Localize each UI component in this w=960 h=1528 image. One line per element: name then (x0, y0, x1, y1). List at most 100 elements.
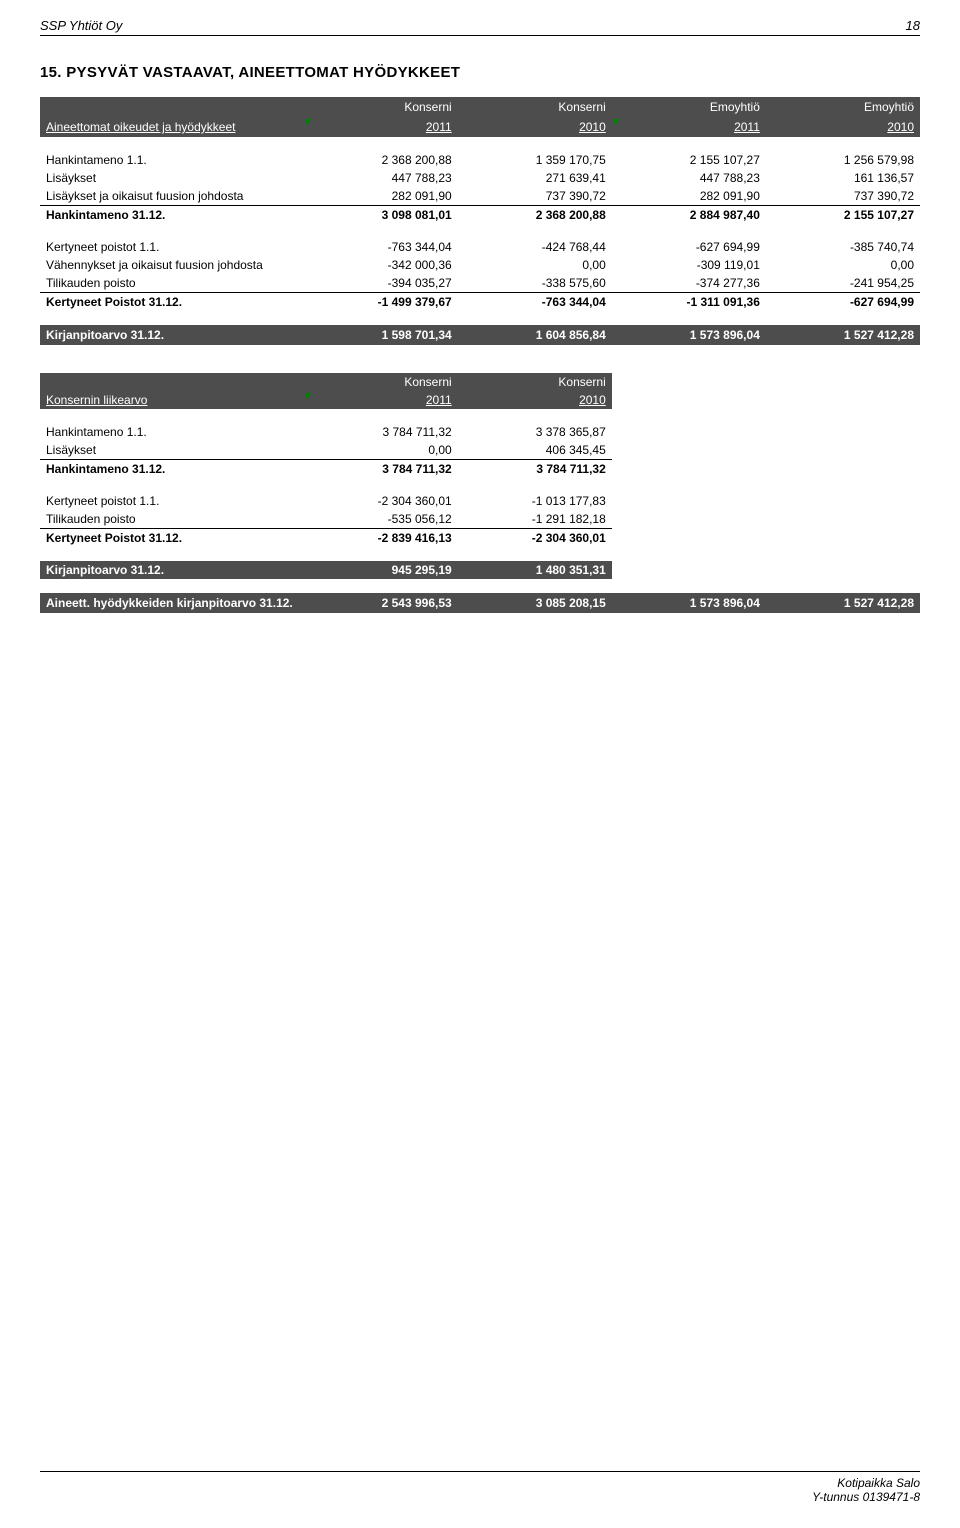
cell: -2 304 360,01 (458, 529, 612, 548)
row-label: Kirjanpitoarvo 31.12. (40, 561, 304, 579)
cell: 737 390,72 (458, 187, 612, 206)
cell: -627 694,99 (612, 238, 766, 256)
grand-total-row: Aineett. hyödykkeiden kirjanpitoarvo 31.… (40, 593, 920, 613)
cell: -627 694,99 (766, 293, 920, 312)
cell: 271 639,41 (458, 169, 612, 187)
row-label: Tilikauden poisto (40, 510, 304, 529)
total-row: Kirjanpitoarvo 31.12. 1 598 701,34 1 604… (40, 325, 920, 345)
row-label: Kirjanpitoarvo 31.12. (40, 325, 304, 345)
cell: 1 359 170,75 (458, 151, 612, 169)
row-label: Lisäykset (40, 169, 304, 187)
header-rule (40, 35, 920, 36)
cell: 2 368 200,88 (304, 151, 458, 169)
cell: 3 784 711,32 (458, 460, 612, 479)
cell: 3 784 711,32 (304, 423, 458, 441)
cell: -424 768,44 (458, 238, 612, 256)
cell: -394 035,27 (304, 274, 458, 293)
cell: 1 573 896,04 (612, 325, 766, 345)
cell: 2 155 107,27 (766, 206, 920, 225)
table-goodwill: Konserni Konserni Konsernin liikearvo 20… (40, 373, 920, 613)
cell: -241 954,25 (766, 274, 920, 293)
col-header: Emoyhtiö (612, 97, 766, 117)
row-label: Hankintameno 31.12. (40, 206, 304, 225)
col-header: Konserni (304, 373, 458, 391)
row-label: Kertyneet Poistot 31.12. (40, 293, 304, 312)
cell: 0,00 (458, 256, 612, 274)
page-number: 18 (906, 18, 920, 33)
cell: 1 573 896,04 (612, 593, 766, 613)
cell: -338 575,60 (458, 274, 612, 293)
table2-header-row1: Konserni Konserni (40, 373, 920, 391)
year-cell: 2010 (766, 117, 920, 137)
cell: -1 499 379,67 (304, 293, 458, 312)
cell: -342 000,36 (304, 256, 458, 274)
cell: -535 056,12 (304, 510, 458, 529)
row-label: Hankintameno 1.1. (40, 423, 304, 441)
table-row: Lisäykset ja oikaisut fuusion johdosta 2… (40, 187, 920, 206)
table1-header-row2: Aineettomat oikeudet ja hyödykkeet 2011 … (40, 117, 920, 137)
cell: 1 598 701,34 (304, 325, 458, 345)
footer-line1: Kotipaikka Salo (40, 1476, 920, 1490)
table1-header-row1: Konserni Konserni Emoyhtiö Emoyhtiö (40, 97, 920, 117)
cell: 1 527 412,28 (766, 325, 920, 345)
cell: 2 368 200,88 (458, 206, 612, 225)
cell: 2 884 987,40 (612, 206, 766, 225)
cell: 2 543 996,53 (304, 593, 458, 613)
total-row: Kirjanpitoarvo 31.12. 945 295,19 1 480 3… (40, 561, 920, 579)
section-title: 15. PYSYVÄT VASTAAVAT, AINEETTOMAT HYÖDY… (40, 64, 920, 81)
cell: 1 604 856,84 (458, 325, 612, 345)
row-label: Kertyneet poistot 1.1. (40, 238, 304, 256)
table1-title: Aineettomat oikeudet ja hyödykkeet (40, 117, 304, 137)
table-row: Tilikauden poisto -394 035,27 -338 575,6… (40, 274, 920, 293)
cell: 161 136,57 (766, 169, 920, 187)
cell: 1 256 579,98 (766, 151, 920, 169)
table-row: Tilikauden poisto -535 056,12 -1 291 182… (40, 510, 920, 529)
cell: 2 155 107,27 (612, 151, 766, 169)
year-cell: 2010 (458, 117, 612, 137)
row-label: Lisäykset ja oikaisut fuusion johdosta (40, 187, 304, 206)
cell: 406 345,45 (458, 441, 612, 460)
col-header: Konserni (458, 97, 612, 117)
table-row: Kertyneet poistot 1.1. -763 344,04 -424 … (40, 238, 920, 256)
table2-header-row2: Konsernin liikearvo 2011 2010 (40, 391, 920, 409)
table-row: Vähennykset ja oikaisut fuusion johdosta… (40, 256, 920, 274)
subtotal-row: Kertyneet Poistot 31.12. -2 839 416,13 -… (40, 529, 920, 548)
cell: 1 527 412,28 (766, 593, 920, 613)
table-row: Kertyneet poistot 1.1. -2 304 360,01 -1 … (40, 492, 920, 510)
year-cell: 2011 (612, 117, 766, 137)
table-intangible-rights: Konserni Konserni Emoyhtiö Emoyhtiö Aine… (40, 97, 920, 345)
col-header: Emoyhtiö (766, 97, 920, 117)
cell: -1 291 182,18 (458, 510, 612, 529)
row-label: Hankintameno 31.12. (40, 460, 304, 479)
cell: 1 480 351,31 (458, 561, 612, 579)
cell: -309 119,01 (612, 256, 766, 274)
cell: -1 013 177,83 (458, 492, 612, 510)
row-label: Lisäykset (40, 441, 304, 460)
cell: 945 295,19 (304, 561, 458, 579)
cell: -763 344,04 (304, 238, 458, 256)
footer-line2: Y-tunnus 0139471-8 (40, 1490, 920, 1504)
company-name: SSP Yhtiöt Oy (40, 18, 122, 33)
row-label: Aineett. hyödykkeiden kirjanpitoarvo 31.… (40, 593, 304, 613)
cell: -2 839 416,13 (304, 529, 458, 548)
subtotal-row: Hankintameno 31.12. 3 784 711,32 3 784 7… (40, 460, 920, 479)
table-row: Lisäykset 0,00 406 345,45 (40, 441, 920, 460)
cell: 447 788,23 (304, 169, 458, 187)
cell: 3 378 365,87 (458, 423, 612, 441)
footer: Kotipaikka Salo Y-tunnus 0139471-8 (40, 1471, 920, 1504)
cell: 3 098 081,01 (304, 206, 458, 225)
subtotal-row: Kertyneet Poistot 31.12. -1 499 379,67 -… (40, 293, 920, 312)
subtotal-row: Hankintameno 31.12. 3 098 081,01 2 368 2… (40, 206, 920, 225)
cell: 3 784 711,32 (304, 460, 458, 479)
row-label: Kertyneet Poistot 31.12. (40, 529, 304, 548)
year-cell: 2011 (304, 117, 458, 137)
year-cell: 2011 (304, 391, 458, 409)
cell: 447 788,23 (612, 169, 766, 187)
cell: 0,00 (766, 256, 920, 274)
row-label: Hankintameno 1.1. (40, 151, 304, 169)
row-label: Vähennykset ja oikaisut fuusion johdosta (40, 256, 304, 274)
cell: 282 091,90 (612, 187, 766, 206)
cell: 3 085 208,15 (458, 593, 612, 613)
cell: -2 304 360,01 (304, 492, 458, 510)
year-cell: 2010 (458, 391, 612, 409)
